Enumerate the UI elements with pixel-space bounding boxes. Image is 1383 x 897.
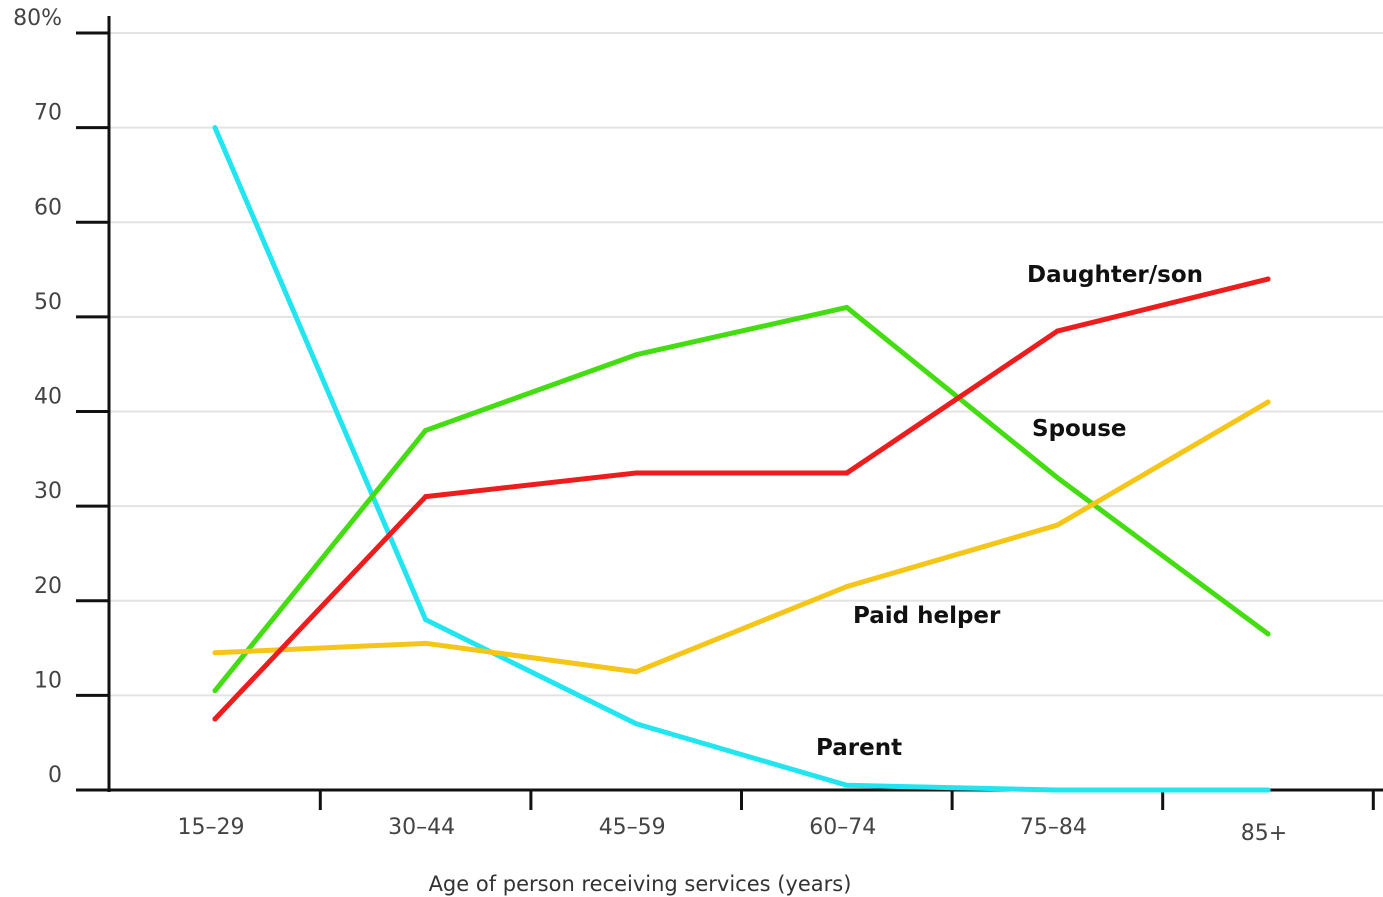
y-tick-label: 10 <box>34 668 62 693</box>
data-point-spouse <box>633 352 639 358</box>
y-tick-label: 40 <box>34 385 62 410</box>
data-point-spouse <box>1054 475 1060 481</box>
data-point-spouse <box>212 688 218 694</box>
data-point-daughter-son <box>1265 276 1271 282</box>
data-point-parent <box>1265 787 1271 793</box>
data-point-paid-helper <box>423 640 429 646</box>
series-line-parent <box>212 125 1271 793</box>
data-point-daughter-son <box>844 470 850 476</box>
data-point-parent <box>633 721 639 727</box>
y-tick-label: 50 <box>34 290 62 315</box>
x-axis-title: Age of person receiving services (years) <box>429 872 852 896</box>
y-tick-label: 30 <box>34 479 62 504</box>
x-tick-label: 85+ <box>1241 821 1287 846</box>
data-point-spouse <box>1265 631 1271 637</box>
x-tick-label: 60–74 <box>809 815 876 840</box>
y-tick-label: 70 <box>34 101 62 126</box>
x-tick-label: 45–59 <box>599 815 666 840</box>
x-tick-label: 75–84 <box>1020 815 1087 840</box>
series-label-spouse: Spouse <box>1032 416 1127 442</box>
series-label-daughter-son: Daughter/son <box>1027 262 1203 288</box>
data-point-paid-helper <box>844 584 850 590</box>
data-point-daughter-son <box>423 494 429 500</box>
data-point-spouse <box>844 304 850 310</box>
data-point-daughter-son <box>1054 328 1060 334</box>
y-tick-label: 20 <box>34 574 62 599</box>
x-axis: 15–29 30–44 45–59 60–74 75–84 85+ <box>78 788 1383 846</box>
gridlines <box>109 32 1383 697</box>
y-tick-label: 80% <box>13 6 62 31</box>
data-point-parent <box>1054 787 1060 793</box>
series-line-paid-helper <box>212 399 1271 675</box>
data-point-spouse <box>423 427 429 433</box>
x-tick-label: 30–44 <box>388 815 455 840</box>
y-tick-label: 60 <box>34 195 62 220</box>
data-point-paid-helper <box>1054 522 1060 528</box>
x-tick-label: 15–29 <box>178 815 245 840</box>
data-point-parent <box>844 782 850 788</box>
series-label-parent: Parent <box>816 735 902 761</box>
data-point-daughter-son <box>212 716 218 722</box>
y-tick-label: 0 <box>48 763 62 788</box>
data-point-paid-helper <box>633 669 639 675</box>
series-line-daughter-son <box>212 276 1271 722</box>
data-point-parent <box>212 125 218 131</box>
data-point-paid-helper <box>212 650 218 656</box>
data-point-parent <box>423 617 429 623</box>
data-point-paid-helper <box>1265 399 1271 405</box>
y-axis: 0 10 20 30 40 50 60 70 80% <box>13 6 111 792</box>
data-point-daughter-son <box>633 470 639 476</box>
series-lines <box>212 125 1271 793</box>
series-label-paid-helper: Paid helper <box>853 603 1001 629</box>
series-labels: Parent Spouse Daughter/son Paid helper <box>816 262 1203 761</box>
series-line-spouse <box>212 304 1271 694</box>
